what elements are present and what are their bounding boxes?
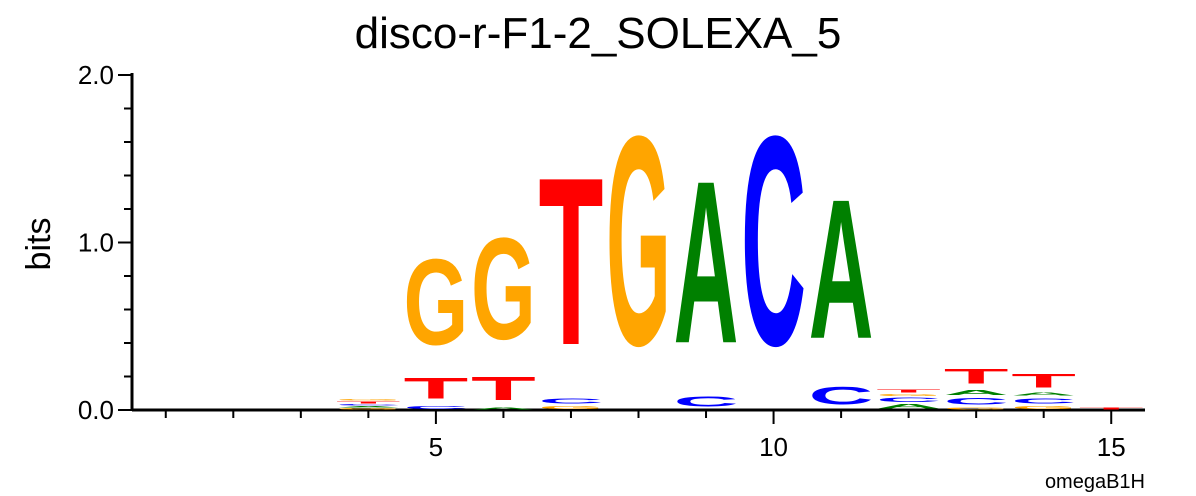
logo-letter-C: C: [809, 381, 874, 410]
logo-letter-C: C: [1011, 397, 1076, 405]
y-tick-label: 0.0: [78, 395, 114, 425]
logo-letter-C: C: [403, 405, 468, 410]
logo-letter-G: G: [876, 393, 941, 396]
logo-letter-G: G: [1011, 405, 1076, 410]
logo-letter-G: G: [471, 209, 536, 371]
logo-letter-A: A: [944, 388, 1009, 396]
logo-letter-A: A: [1011, 392, 1076, 397]
axes: 0.0 1.0 2.0 5 10 15: [78, 60, 1145, 462]
logo-letter-T: T: [876, 388, 941, 393]
logo-letter-C: C: [944, 397, 1009, 407]
logo-letter-C: C: [336, 404, 401, 406]
logo-letter-C: C: [876, 397, 941, 404]
logo-letter-T: T: [336, 401, 401, 404]
x-tick-label: 5: [429, 432, 443, 462]
logo-letter-A: A: [876, 403, 941, 410]
logo-letter-C: C: [674, 393, 739, 410]
y-axis-label: bits: [20, 218, 58, 271]
logo-letter-C: C: [539, 397, 604, 405]
logo-letter-A: A: [809, 157, 874, 380]
credit-label: omegaB1H: [1045, 471, 1145, 493]
logo-letter-T: T: [403, 371, 468, 405]
logo-letter-A: A: [336, 406, 401, 408]
x-tick-label: 15: [1097, 432, 1126, 462]
logo-letter-T: T: [471, 371, 536, 408]
x-tick-label: 10: [759, 432, 788, 462]
y-tick-label: 1.0: [78, 228, 114, 258]
logo-letter-G: G: [539, 405, 604, 410]
logo-letter-A: A: [471, 408, 536, 410]
logo-letter-A: A: [674, 134, 739, 392]
logo-letter-G: G: [606, 73, 671, 408]
logo-letter-G: G: [336, 399, 401, 401]
logo-letter-G: G: [944, 407, 1009, 410]
logo-letter-G: G: [336, 408, 401, 410]
logo-letter-T: T: [539, 128, 604, 396]
logo-letter-T: T: [944, 365, 1009, 388]
chart-title: disco-r-F1-2_SOLEXA_5: [355, 9, 842, 58]
y-tick-label: 2.0: [78, 60, 114, 90]
logo-letter-T: T: [1011, 370, 1076, 392]
logo-letter-G: G: [403, 235, 468, 372]
logo-letter-C: C: [741, 73, 806, 408]
logo-letter-T: T: [1079, 407, 1144, 410]
